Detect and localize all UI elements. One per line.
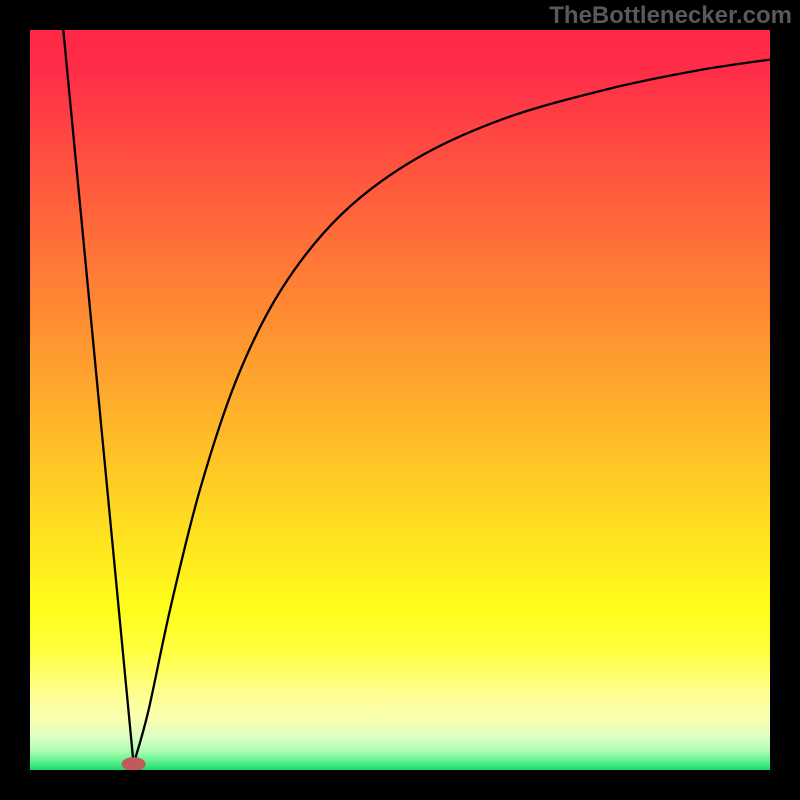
watermark-text: TheBottlenecker.com [549,2,792,30]
bottleneck-chart: TheBottlenecker.com [0,0,800,800]
gradient-background [30,30,770,770]
optimum-marker [122,757,146,771]
chart-svg [0,0,800,800]
